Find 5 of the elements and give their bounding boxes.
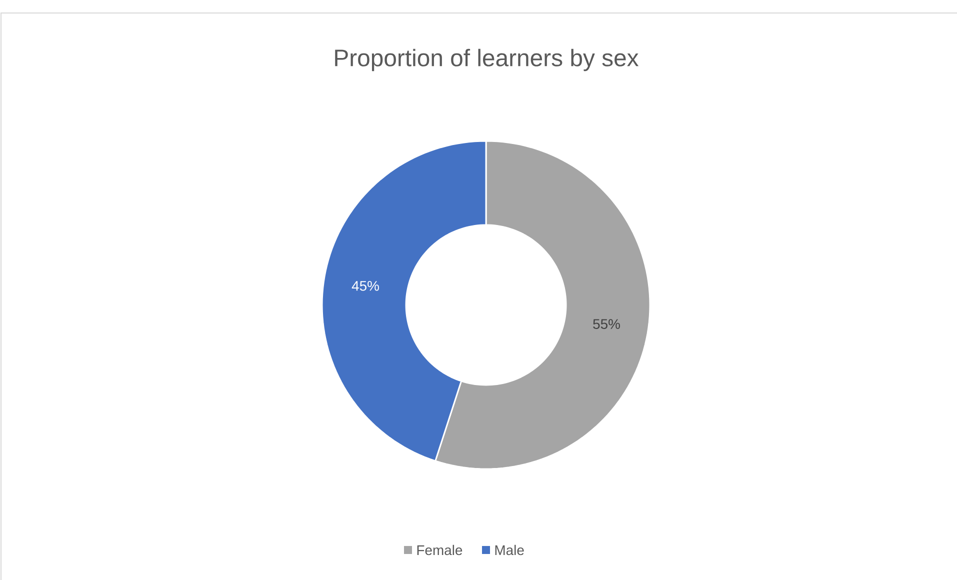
legend-label: Female xyxy=(417,544,462,556)
legend-label: Male xyxy=(495,544,524,556)
chart-title: Proportion of learners by sex xyxy=(335,48,639,72)
data-label: 55% xyxy=(593,319,620,329)
data-label: 45% xyxy=(352,280,379,291)
